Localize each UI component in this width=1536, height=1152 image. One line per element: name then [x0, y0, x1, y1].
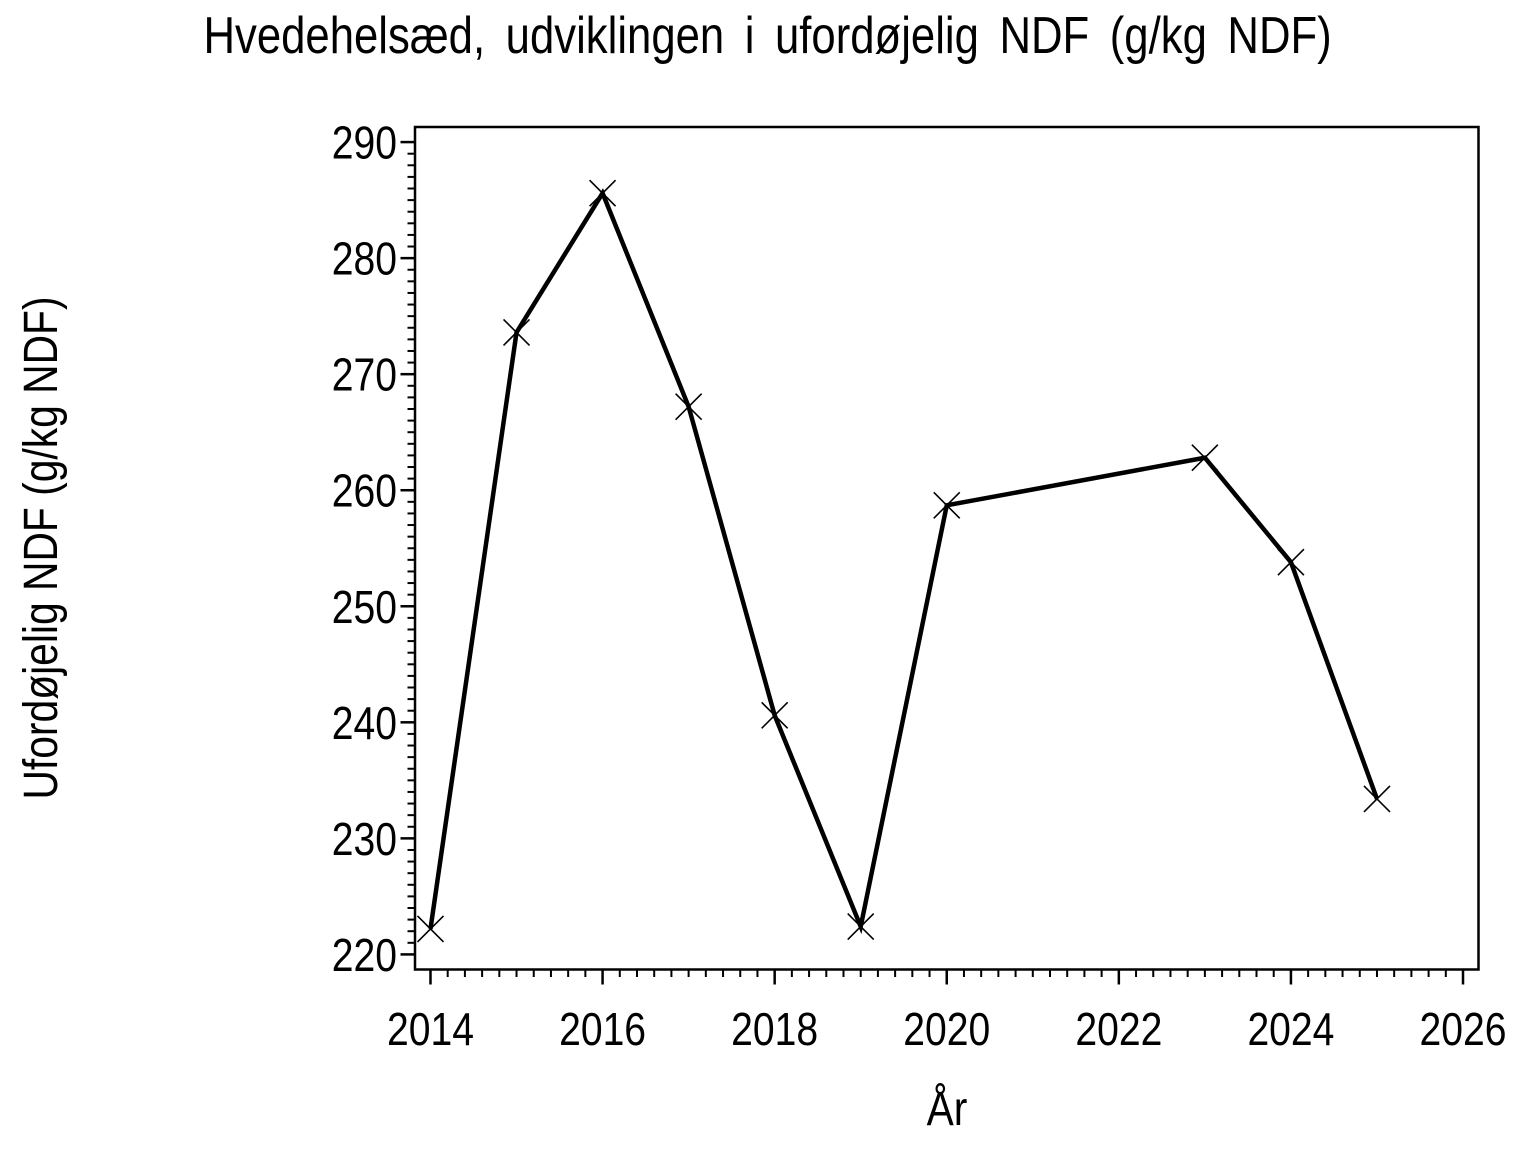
y-tick-label: 220 — [332, 930, 397, 982]
data-point-marker — [1363, 785, 1391, 813]
data-point-markers — [416, 179, 1391, 943]
y-tick-label: 290 — [332, 118, 397, 170]
marker-stroke — [847, 912, 875, 941]
data-point-marker — [502, 318, 531, 346]
plot-frame — [413, 125, 1480, 971]
data-point-marker — [589, 179, 617, 207]
data-point-marker — [416, 915, 445, 943]
y-tick-label: 280 — [332, 234, 397, 286]
marker-stroke — [933, 491, 961, 519]
y-tick-label: 240 — [332, 698, 397, 750]
x-axis-title: År — [927, 1083, 968, 1136]
plot-area: 220 230 240 250 260 270 280 290 2014 2016 2018 2020… — [332, 118, 1507, 1056]
data-point-marker — [1277, 548, 1305, 576]
data-point-marker — [675, 393, 703, 421]
y-tick-label: 260 — [332, 466, 397, 518]
x-tick-label: 2024 — [1247, 1004, 1334, 1056]
marker-stroke — [1363, 785, 1391, 813]
x-tick-label: 2026 — [1420, 1004, 1507, 1056]
data-point-marker — [1191, 444, 1219, 472]
marker-stroke — [502, 318, 531, 346]
data-point-marker — [933, 491, 961, 519]
chart-title-text: Hvedehelsæd, udviklingen i ufordøjelig N… — [203, 7, 1333, 65]
x-tick-label: 2016 — [559, 1004, 646, 1056]
data-point-marker — [847, 912, 875, 941]
x-axis-ticks: 2014 2016 2018 2020 2022 2024 2026 — [387, 969, 1507, 1056]
data-line — [428, 188, 1380, 935]
x-tick-label: 2020 — [903, 1004, 990, 1056]
marker-stroke — [589, 179, 617, 207]
marker-stroke — [761, 701, 789, 729]
marker-stroke — [1191, 444, 1219, 472]
y-axis-ticks: 220 230 240 250 260 270 280 290 — [332, 118, 415, 982]
y-tick-label: 230 — [332, 814, 397, 866]
x-tick-label: 2014 — [387, 1004, 474, 1056]
x-tick-label: 2022 — [1075, 1004, 1162, 1056]
y-tick-label: 270 — [332, 350, 397, 402]
x-tick-label: 2018 — [731, 1004, 818, 1056]
marker-stroke — [416, 915, 445, 943]
y-axis-title: Ufordøjelig NDF (g/kg NDF) — [15, 296, 68, 799]
chart-title: Hvedehelsæd, udviklingen i ufordøjelig N… — [0, 6, 1536, 66]
data-point-marker — [761, 701, 789, 729]
y-tick-label: 250 — [332, 582, 397, 634]
marker-stroke — [675, 393, 703, 421]
marker-stroke — [1277, 548, 1305, 576]
